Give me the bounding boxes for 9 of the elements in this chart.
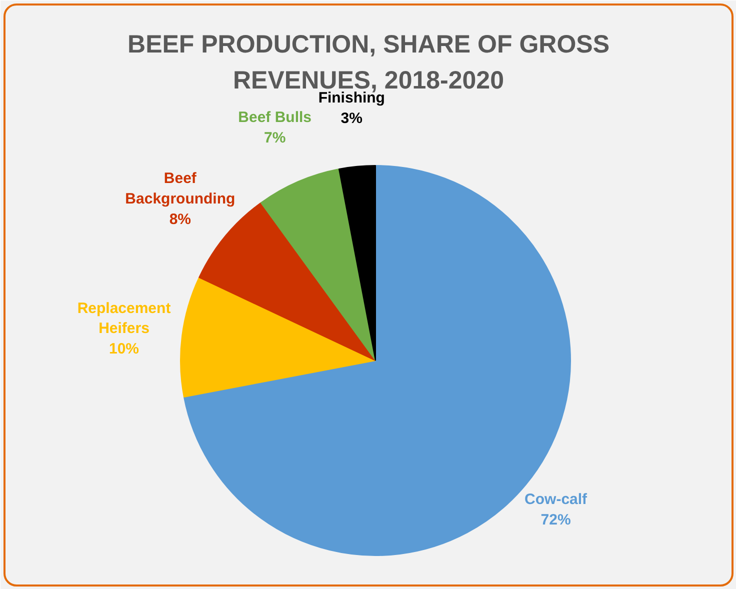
slice-label: Replacement Heifers <box>77 300 171 338</box>
slice-label: Cow-calf <box>524 490 588 508</box>
data-label: 8% <box>169 210 192 228</box>
data-label: 72% <box>540 511 571 528</box>
data-label: 7% <box>264 130 286 147</box>
data-label: 3% <box>340 110 362 127</box>
data-label: 10% <box>108 340 140 358</box>
slice-label: Beef Backgrounding <box>125 170 236 208</box>
slice-label: Beef Bulls <box>238 109 312 126</box>
